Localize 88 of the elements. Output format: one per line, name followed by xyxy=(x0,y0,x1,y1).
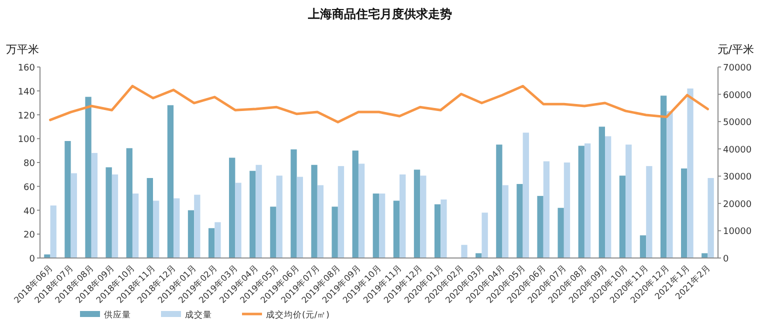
y-tick-label: 80 xyxy=(24,159,36,169)
bar xyxy=(393,200,400,258)
bar xyxy=(290,149,297,258)
bar xyxy=(434,204,441,258)
bar xyxy=(70,173,77,258)
bar xyxy=(522,132,529,258)
bar xyxy=(91,152,98,258)
bar xyxy=(414,170,420,258)
bar xyxy=(379,194,386,258)
bar xyxy=(352,150,358,258)
chart-title: 上海商品住宅月度供求走势 xyxy=(307,7,452,21)
bar xyxy=(626,144,632,258)
bar xyxy=(317,185,324,258)
y2-tick-label: 10000 xyxy=(723,227,752,238)
bar xyxy=(516,184,523,258)
bar xyxy=(482,212,488,258)
bar xyxy=(598,126,605,258)
bar xyxy=(208,228,215,258)
bar xyxy=(666,111,673,258)
bar xyxy=(702,253,708,258)
y2-tick-label: 70000 xyxy=(723,64,752,74)
bar xyxy=(461,244,468,258)
bar xyxy=(708,178,714,258)
y2-axis-title: 元/平米 xyxy=(717,43,754,56)
y-tick-label: 160 xyxy=(18,64,36,74)
y-axis-title: 万平米 xyxy=(6,43,39,56)
bar xyxy=(681,168,688,258)
y-tick-label: 20 xyxy=(24,230,36,241)
y2-tick-label: 30000 xyxy=(723,172,752,183)
bar xyxy=(372,194,379,258)
bar xyxy=(496,144,502,258)
bar xyxy=(132,194,139,258)
bar xyxy=(214,222,221,258)
bar xyxy=(605,136,612,258)
y2-tick-label: 20000 xyxy=(723,200,752,210)
legend-label: 供应量 xyxy=(104,310,131,320)
bar xyxy=(564,162,570,258)
bar xyxy=(646,166,652,258)
bar xyxy=(420,176,426,258)
bar xyxy=(584,143,591,258)
y2-tick-label: 40000 xyxy=(723,145,752,156)
legend-label: 成交量 xyxy=(185,310,212,320)
bar xyxy=(256,164,262,258)
bar xyxy=(311,164,318,258)
bar xyxy=(229,158,236,258)
bar xyxy=(578,146,584,258)
y2-tick-label: 60000 xyxy=(723,90,752,101)
bar xyxy=(50,205,56,258)
bar xyxy=(112,174,118,258)
bar xyxy=(640,235,646,258)
bar xyxy=(440,200,447,258)
bar xyxy=(126,148,132,258)
bar xyxy=(276,176,282,258)
y-tick-label: 60 xyxy=(24,182,36,193)
bar xyxy=(167,105,174,258)
y-tick-label: 120 xyxy=(18,111,36,122)
bar xyxy=(235,182,242,258)
bar xyxy=(476,253,482,258)
bar xyxy=(543,161,550,258)
bar xyxy=(537,196,544,258)
y2-tick-label: 50000 xyxy=(723,118,752,128)
bar xyxy=(296,176,303,258)
line-series xyxy=(49,84,709,124)
bar xyxy=(400,174,406,258)
bar xyxy=(64,141,71,258)
bar xyxy=(146,178,153,258)
bar xyxy=(153,200,160,258)
bar xyxy=(338,166,344,258)
bar xyxy=(358,164,365,258)
bar xyxy=(188,210,194,258)
y-tick-label: 100 xyxy=(18,135,36,146)
bar xyxy=(106,167,112,258)
y2-tick-label: 0 xyxy=(723,254,729,264)
bar xyxy=(194,194,200,258)
bar xyxy=(660,96,667,258)
bar xyxy=(270,206,276,258)
bar xyxy=(85,96,92,258)
bar xyxy=(250,170,256,258)
bar xyxy=(687,88,694,258)
bar xyxy=(174,198,180,258)
bar xyxy=(619,176,626,258)
bar xyxy=(332,206,338,258)
y-tick-label: 40 xyxy=(24,206,36,217)
bar xyxy=(558,208,564,258)
y-tick-label: 0 xyxy=(29,254,36,264)
legend-label: 成交均价(元/㎡) xyxy=(266,310,330,320)
bar xyxy=(502,185,508,258)
y-tick-label: 140 xyxy=(18,87,36,98)
